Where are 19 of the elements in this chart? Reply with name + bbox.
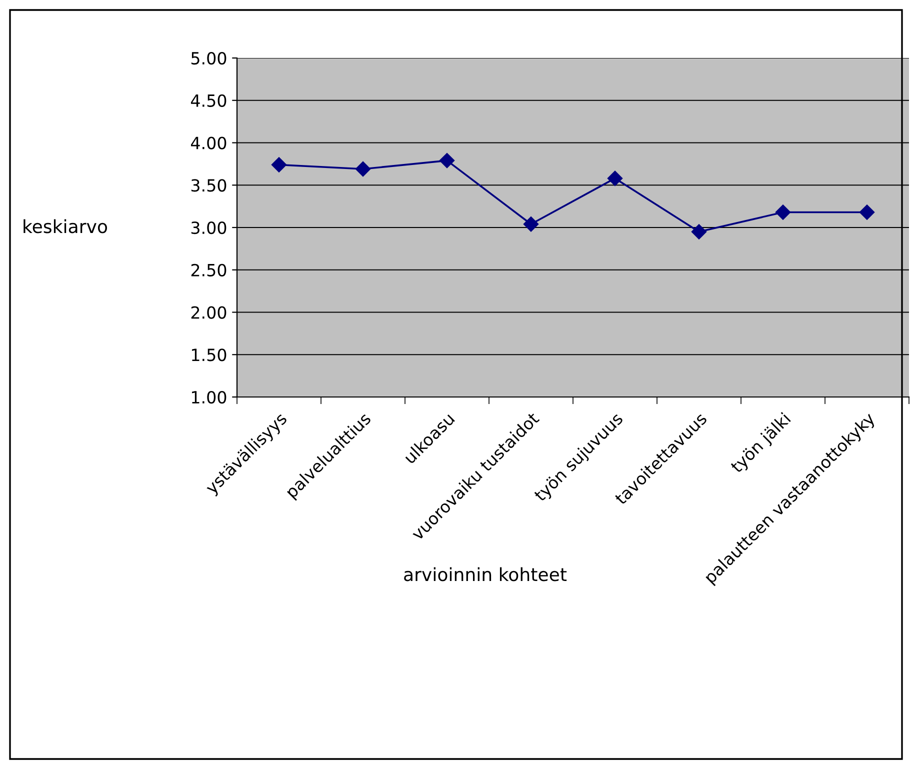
point xyxy=(355,161,371,177)
y-tick-label: 2.00 xyxy=(191,306,226,319)
point xyxy=(271,157,287,172)
y-tick-label: 4.50 xyxy=(190,94,226,107)
x-axis-title: arvioinnin kohteet xyxy=(404,567,567,582)
y-tick-label: 3.50 xyxy=(191,179,226,192)
point xyxy=(775,204,791,220)
point xyxy=(439,152,455,168)
y-tick-label: 3.00 xyxy=(191,221,226,234)
y-tick-label: 2.50 xyxy=(191,264,226,276)
y-tick-label: 5.00 xyxy=(191,52,226,65)
y-tick-label: 1.50 xyxy=(192,348,226,362)
y-axis-title: keskiarvo xyxy=(24,219,108,234)
point xyxy=(523,216,539,232)
point xyxy=(607,170,623,186)
point xyxy=(691,224,707,240)
point xyxy=(859,204,875,220)
y-tick-label: 4.00 xyxy=(190,136,226,150)
y-tick-label: 1.00 xyxy=(192,390,226,404)
